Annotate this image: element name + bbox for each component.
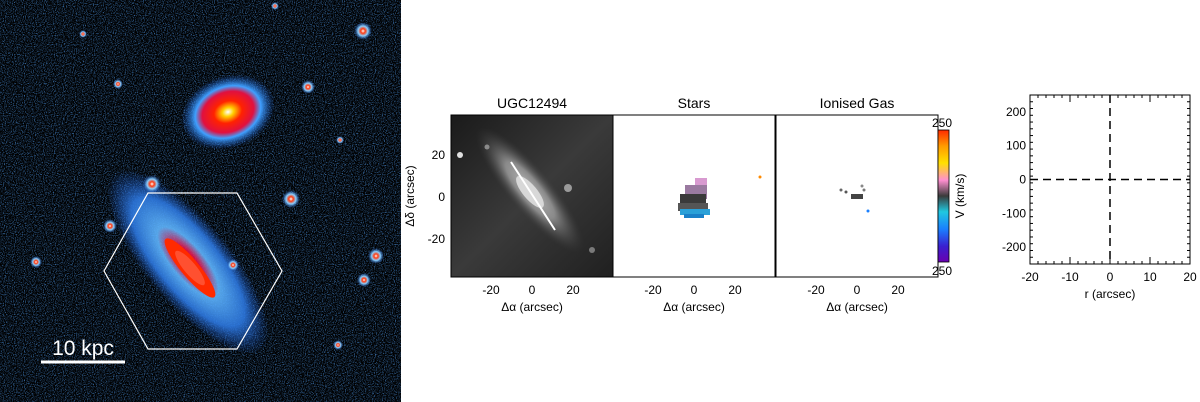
svg-text:20: 20 bbox=[566, 283, 580, 297]
colorbar-title: V (km/s) bbox=[953, 174, 967, 219]
svg-text:-20: -20 bbox=[428, 232, 446, 246]
map-x-label-3: Δα (arcsec) bbox=[826, 300, 888, 314]
svg-text:0: 0 bbox=[529, 283, 536, 297]
svg-text:-20: -20 bbox=[644, 283, 662, 297]
x-tick-label: 0 bbox=[1107, 270, 1114, 284]
map-title-ugc12494: UGC12494 bbox=[497, 95, 567, 111]
y-tick-label: 0 bbox=[1019, 173, 1026, 187]
map-y-ticks: 20 0 -20 bbox=[428, 148, 446, 246]
map-x-ticks-2: -20 0 20 bbox=[644, 283, 742, 297]
map-y-label: Δδ (arcsec) bbox=[403, 165, 417, 226]
y-tick-label: 100 bbox=[1006, 139, 1026, 153]
gas-velocity-map bbox=[775, 114, 939, 278]
svg-text:0: 0 bbox=[691, 283, 698, 297]
ifu-hexagon bbox=[103, 192, 283, 350]
y-tick-label: -100 bbox=[1002, 206, 1026, 220]
svg-text:-20: -20 bbox=[482, 283, 500, 297]
velocity-colorbar: 250 250 V (km/s) bbox=[932, 116, 967, 278]
x-tick-label: -10 bbox=[1061, 270, 1079, 284]
scale-bar-label: 10 kpc bbox=[52, 337, 114, 360]
y-tick-label: -200 bbox=[1002, 240, 1026, 254]
y-tick-label: 200 bbox=[1006, 105, 1026, 119]
elliptical-galaxy bbox=[181, 74, 275, 150]
stars-velocity-map bbox=[612, 114, 776, 278]
galaxy-image: 10 kpc bbox=[0, 0, 401, 402]
x-tick-label: 20 bbox=[1183, 270, 1197, 284]
x-axis-label: r (arcsec) bbox=[1085, 287, 1136, 301]
svg-text:20: 20 bbox=[891, 283, 905, 297]
slit-line bbox=[510, 161, 556, 231]
x-tick-label: -20 bbox=[1021, 270, 1039, 284]
x-tick-label: 10 bbox=[1143, 270, 1157, 284]
map-x-label-2: Δα (arcsec) bbox=[663, 300, 725, 314]
ugc12494-image bbox=[450, 114, 614, 278]
colorbar-bottom-label: 250 bbox=[932, 264, 952, 278]
kinematic-maps: UGC12494 Stars Ionised Gas 250 bbox=[403, 95, 967, 314]
map-title-ionised-gas: Ionised Gas bbox=[820, 95, 895, 111]
map-x-ticks-1: -20 0 20 bbox=[482, 283, 580, 297]
svg-text:-20: -20 bbox=[807, 283, 825, 297]
svg-text:0: 0 bbox=[438, 190, 445, 204]
map-x-ticks-3: -20 0 20 bbox=[807, 283, 905, 297]
svg-text:0: 0 bbox=[854, 283, 861, 297]
map-title-stars: Stars bbox=[678, 95, 711, 111]
field-stars bbox=[30, 2, 384, 350]
svg-text:20: 20 bbox=[432, 148, 446, 162]
colorbar-top-label: 250 bbox=[932, 116, 952, 130]
map-x-label-1: Δα (arcsec) bbox=[501, 300, 563, 314]
svg-text:20: 20 bbox=[728, 283, 742, 297]
